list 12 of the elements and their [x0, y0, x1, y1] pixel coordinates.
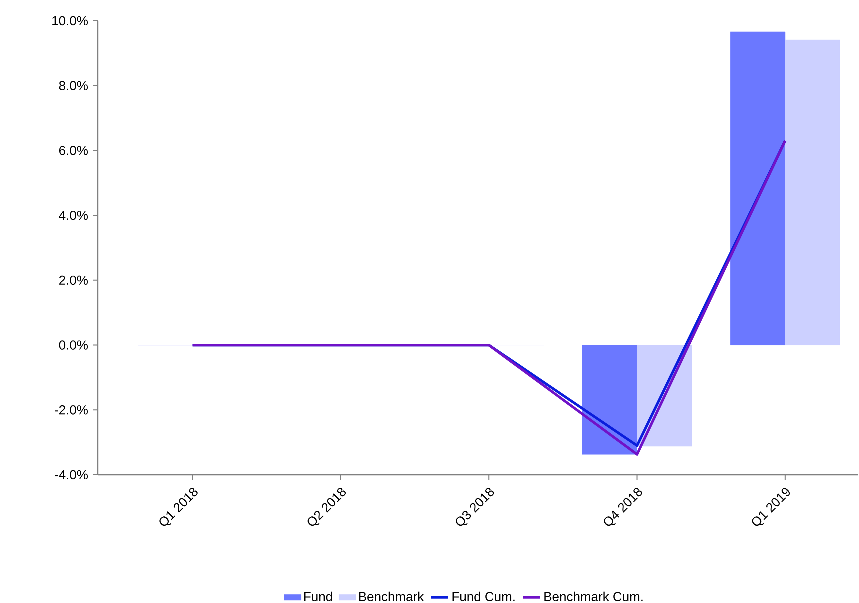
y-tick-label: 4.0%: [59, 210, 88, 220]
y-tick-label: 10.0%: [52, 16, 88, 26]
legend-label: Benchmark: [359, 592, 424, 602]
legend-label: Fund Cum.: [452, 592, 515, 602]
y-tick-label: -4.0%: [55, 470, 88, 480]
legend-label: Fund: [304, 592, 332, 602]
y-tick-label: 6.0%: [59, 146, 88, 156]
y-tick-label: 8.0%: [59, 81, 88, 90]
y-tick-label: 2.0%: [59, 276, 88, 286]
legend-label: Benchmark Cum.: [544, 592, 643, 602]
y-tick-label: -2.0%: [55, 406, 88, 415]
y-tick-label: 0.0%: [59, 340, 88, 350]
